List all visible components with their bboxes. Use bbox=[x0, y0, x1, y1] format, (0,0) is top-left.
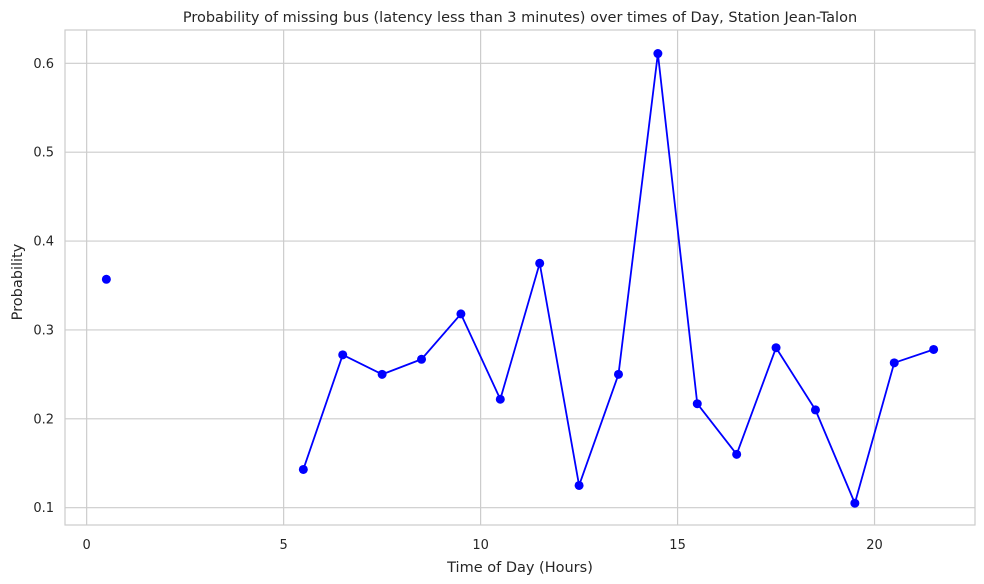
x-axis-label: Time of Day (Hours) bbox=[446, 560, 593, 576]
data-point bbox=[810, 405, 820, 415]
data-point bbox=[338, 350, 348, 360]
data-point bbox=[495, 394, 505, 404]
data-point bbox=[456, 309, 466, 319]
data-point bbox=[929, 344, 939, 354]
data-point bbox=[692, 399, 702, 409]
data-point bbox=[377, 369, 387, 379]
series-layer bbox=[101, 49, 939, 508]
tick-labels: 0 5 10 15 20 0.1 0.2 0.3 0.4 0.5 0.6 bbox=[33, 57, 883, 553]
data-point bbox=[298, 464, 308, 474]
x-tick-label: 10 bbox=[472, 538, 489, 553]
data-point bbox=[771, 343, 781, 353]
data-point bbox=[732, 449, 742, 459]
data-point bbox=[101, 274, 111, 284]
y-tick-label: 0.6 bbox=[33, 57, 54, 72]
y-tick-label: 0.2 bbox=[33, 412, 54, 427]
data-point bbox=[889, 358, 899, 368]
x-tick-label: 0 bbox=[83, 538, 91, 553]
plot-frame bbox=[64, 29, 976, 526]
data-point bbox=[613, 369, 623, 379]
data-point bbox=[850, 498, 860, 508]
x-tick-label: 15 bbox=[669, 538, 686, 553]
y-tick-label: 0.4 bbox=[33, 235, 54, 250]
data-point bbox=[653, 49, 663, 59]
y-tick-label: 0.3 bbox=[33, 323, 54, 338]
x-tick-label: 5 bbox=[279, 538, 287, 553]
x-tick-label: 20 bbox=[866, 538, 883, 553]
plot-background bbox=[65, 30, 975, 525]
data-point bbox=[417, 354, 427, 364]
data-point bbox=[574, 480, 584, 490]
y-tick-label: 0.5 bbox=[33, 146, 54, 161]
y-tick-label: 0.1 bbox=[33, 501, 54, 516]
chart-title: Probability of missing bus (latency less… bbox=[183, 10, 857, 26]
grid bbox=[65, 30, 975, 525]
data-point bbox=[535, 258, 545, 268]
y-axis-label: Probability bbox=[10, 243, 26, 320]
